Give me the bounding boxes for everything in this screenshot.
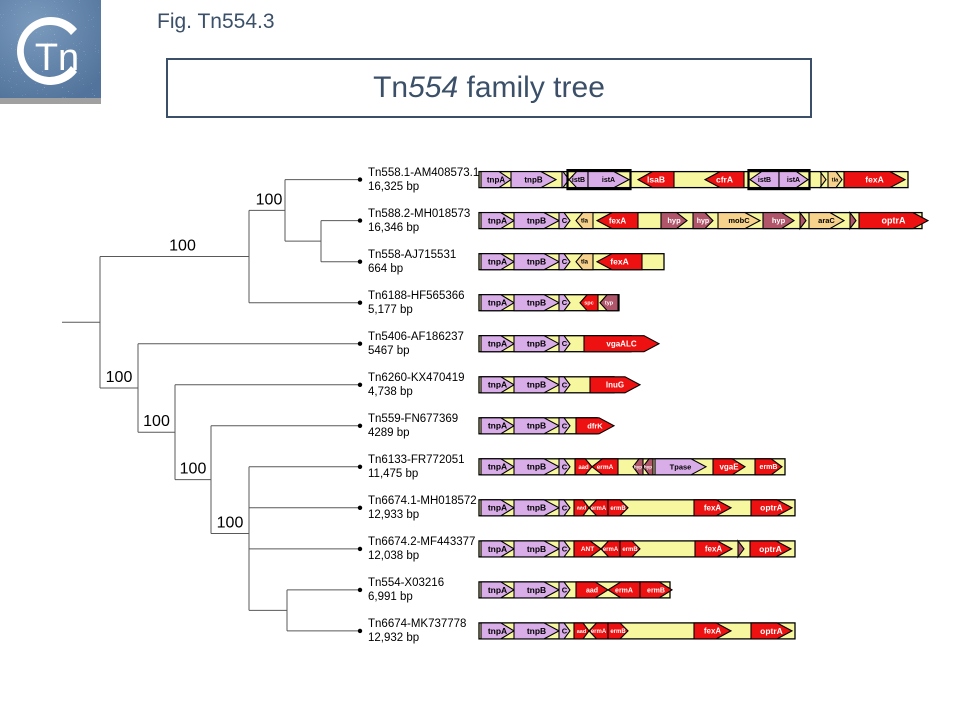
svg-text:C: C <box>562 339 568 348</box>
svg-text:ANT: ANT <box>581 546 594 553</box>
svg-text:typ: typ <box>605 301 614 307</box>
svg-text:lnuG: lnuG <box>606 381 624 390</box>
svg-text:fexA: fexA <box>704 627 722 636</box>
svg-text:tnpA: tnpA <box>488 298 507 308</box>
svg-text:ermB: ermB <box>760 464 778 471</box>
svg-text:tIa: tIa <box>832 178 839 184</box>
svg-text:C: C <box>562 503 568 512</box>
svg-text:tnpB: tnpB <box>527 339 546 349</box>
svg-text:C: C <box>562 626 568 635</box>
svg-text:tnpA: tnpA <box>488 503 507 513</box>
svg-text:tIa: tIa <box>581 260 589 266</box>
svg-text:fexA: fexA <box>705 545 723 554</box>
svg-text:C: C <box>562 421 568 430</box>
svg-text:vgaALC: vgaALC <box>606 339 636 348</box>
svg-text:aad: aad <box>586 587 598 594</box>
svg-text:tnpA: tnpA <box>488 339 507 349</box>
svg-text:C: C <box>562 216 568 225</box>
svg-text:Tpase: Tpase <box>670 462 692 471</box>
svg-text:fexA: fexA <box>609 216 627 225</box>
svg-text:C: C <box>562 298 568 307</box>
svg-text:aad: aad <box>577 506 586 512</box>
svg-text:ermA: ermA <box>591 629 607 635</box>
svg-text:istA: istA <box>787 177 800 184</box>
svg-text:tnpB: tnpB <box>527 257 546 267</box>
svg-text:C: C <box>562 544 568 553</box>
svg-text:C: C <box>562 585 568 594</box>
svg-text:ermB: ermB <box>610 629 626 635</box>
svg-text:hyp: hyp <box>667 216 681 225</box>
svg-text:tnpB: tnpB <box>527 503 546 513</box>
svg-text:istA: istA <box>602 177 615 184</box>
svg-text:tnpA: tnpA <box>488 626 507 636</box>
svg-text:tnpA: tnpA <box>488 585 507 595</box>
svg-text:optrA: optrA <box>759 544 782 554</box>
svg-text:optrA: optrA <box>760 503 783 513</box>
svg-text:tnpB: tnpB <box>527 216 546 226</box>
svg-text:tnpA: tnpA <box>488 380 507 390</box>
svg-text:optrA: optrA <box>760 626 783 636</box>
svg-text:ermB: ermB <box>610 506 626 512</box>
svg-text:optrA: optrA <box>882 216 906 226</box>
svg-text:ermA: ermA <box>603 547 619 553</box>
svg-text:tnpB: tnpB <box>527 585 546 595</box>
svg-text:hyp: hyp <box>634 464 642 469</box>
svg-text:tnpB: tnpB <box>527 626 546 636</box>
svg-text:C: C <box>562 380 568 389</box>
svg-text:vgaE: vgaE <box>719 463 739 472</box>
svg-text:tnpB: tnpB <box>527 380 546 390</box>
svg-text:tnpA: tnpA <box>488 257 507 267</box>
svg-text:fexA: fexA <box>704 504 722 513</box>
svg-text:C: C <box>562 257 568 266</box>
svg-text:tnpB: tnpB <box>524 175 542 184</box>
svg-text:ermA: ermA <box>591 506 607 512</box>
svg-text:tnpA: tnpA <box>488 421 507 431</box>
svg-text:tnpB: tnpB <box>527 421 546 431</box>
svg-text:tnpB: tnpB <box>527 462 546 472</box>
svg-text:tnpA: tnpA <box>487 175 505 184</box>
svg-text:tnpB: tnpB <box>527 298 546 308</box>
svg-text:tnpA: tnpA <box>488 216 507 226</box>
svg-text:tnpA: tnpA <box>488 462 507 472</box>
svg-text:tnpB: tnpB <box>527 544 546 554</box>
svg-text:cfrA: cfrA <box>716 175 733 185</box>
svg-text:araC: araC <box>818 216 835 225</box>
svg-text:istB: istB <box>572 177 585 184</box>
svg-text:hyp: hyp <box>697 218 709 225</box>
svg-text:ermB: ermB <box>647 587 665 594</box>
svg-text:hyp: hyp <box>772 216 786 225</box>
svg-text:spc: spc <box>584 301 593 307</box>
svg-text:hyp: hyp <box>644 464 652 469</box>
svg-text:ermB: ermB <box>622 547 638 553</box>
svg-text:mobC: mobC <box>728 216 750 225</box>
svg-text:aad: aad <box>577 629 586 635</box>
svg-text:ermA: ermA <box>615 587 633 594</box>
svg-text:lsaB: lsaB <box>647 175 665 185</box>
svg-text:fexA: fexA <box>610 257 628 267</box>
svg-text:tnpA: tnpA <box>488 544 507 554</box>
svg-text:dfrK: dfrK <box>587 421 603 430</box>
svg-text:istB: istB <box>758 177 771 184</box>
svg-text:ermA: ermA <box>597 464 614 471</box>
svg-text:fexA: fexA <box>865 175 883 185</box>
svg-text:tIa: tIa <box>581 219 589 225</box>
svg-text:aad: aad <box>578 465 589 471</box>
svg-text:C: C <box>562 462 568 471</box>
